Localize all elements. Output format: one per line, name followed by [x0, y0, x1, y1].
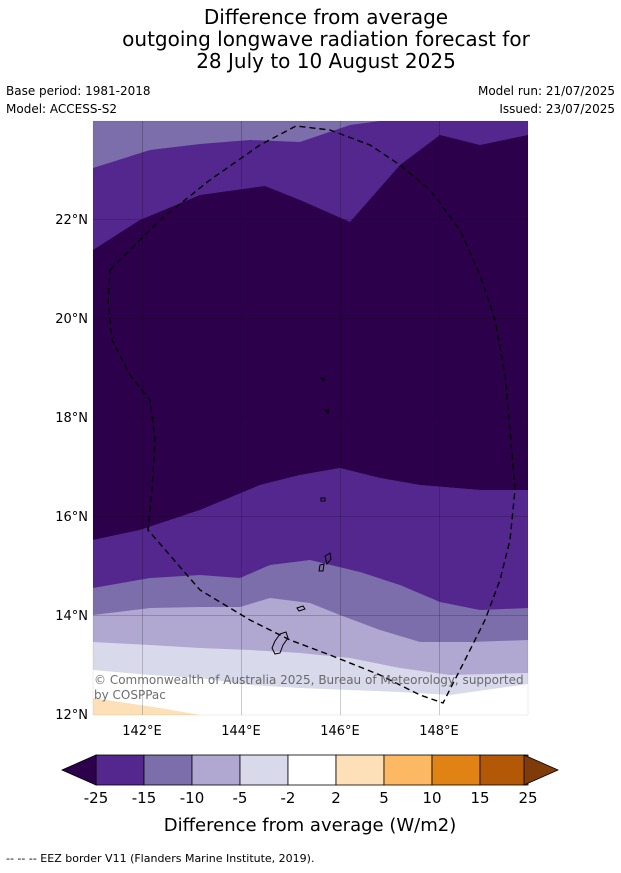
colorbar-extend-high [523, 754, 559, 786]
y-tick-14N: 14°N [55, 609, 88, 624]
colorbar-tick-label: 15 [470, 789, 489, 807]
colorbar-tick-label: 2 [331, 789, 341, 807]
y-tick-20N: 20°N [55, 312, 88, 327]
eez-footnote: -- -- -- EEZ border V11 (Flanders Marine… [6, 852, 315, 865]
colorbar-tick-label: -5 [233, 789, 248, 807]
colorbar-tick-label: -2 [281, 789, 296, 807]
y-tick-22N: 22°N [55, 213, 88, 228]
title-line-1: Difference from average [203, 5, 449, 29]
colorbar-swatch [191, 754, 241, 786]
title-line-2: outgoing longwave radiation forecast for [122, 27, 530, 51]
y-tick-12N: 12°N [55, 708, 88, 723]
chart-title: Difference from average outgoing longwav… [0, 6, 621, 72]
eez-border [107, 125, 516, 704]
band-minus2-to-2 [93, 670, 528, 715]
title-line-3: 28 July to 10 August 2025 [196, 49, 456, 73]
northern-islet-1 [320, 497, 326, 502]
colorbar-swatches [95, 754, 529, 786]
northern-islet-2 [323, 409, 330, 414]
islands [271, 377, 332, 655]
copyright-line-1: © Commonwealth of Australia 2025, Bureau… [94, 673, 524, 687]
map-panel: 142°E 144°E 146°E 148°E 22°N 20°N 18°N 1… [55, 120, 529, 739]
colorbar-swatch [239, 754, 289, 786]
colorbar-swatch [143, 754, 193, 786]
y-axis: 22°N 20°N 18°N 16°N 14°N 12°N [55, 213, 88, 723]
x-tick-142E: 142°E [122, 724, 162, 739]
colorbar-label: Difference from average (W/m2) [164, 815, 456, 836]
colorbar-swatch [335, 754, 385, 786]
colorbar-swatch [431, 754, 481, 786]
base-period: Base period: 1981-2018 [6, 84, 151, 98]
copyright-line-2: by COSPPac [94, 688, 166, 702]
model-name: Model: ACCESS-S2 [6, 102, 118, 116]
model-run: Model run: 21/07/2025 [477, 84, 615, 98]
saipan-island [324, 552, 332, 566]
colorbar-tick-label: -25 [84, 789, 109, 807]
x-tick-144E: 144°E [221, 724, 261, 739]
band-2-to-5 [93, 698, 200, 715]
x-tick-146E: 146°E [320, 724, 360, 739]
colorbar-extend-low [61, 754, 97, 786]
y-tick-18N: 18°N [55, 411, 88, 426]
tinian-island [318, 563, 325, 572]
meta-left: Base period: 1981-2018 Model: ACCESS-S2 [6, 82, 151, 118]
gridlines [93, 121, 528, 715]
rota-island [296, 605, 306, 612]
meta-right: Model run: 21/07/2025 Issued: 23/07/2025 [478, 82, 615, 118]
colorbar-tick-label: -10 [180, 789, 205, 807]
y-tick-16N: 16°N [55, 510, 88, 525]
northern-islet-3 [319, 377, 325, 383]
colorbar-swatch [95, 754, 145, 786]
issued-date: Issued: 23/07/2025 [499, 102, 615, 116]
colorbar-ticks: -25 -15 -10 -5 -2 2 5 10 15 25 [84, 789, 538, 807]
colorbar-swatch [383, 754, 433, 786]
x-tick-148E: 148°E [419, 724, 459, 739]
colorbar-swatch [287, 754, 337, 786]
colorbar-tick-label: 25 [518, 789, 537, 807]
colorbar: -25 -15 -10 -5 -2 2 5 10 15 25 Difference from av… [61, 754, 559, 836]
band-minus25-to-minus15 [93, 135, 528, 540]
colorbar-swatch [479, 754, 529, 786]
x-axis: 142°E 144°E 146°E 148°E [122, 724, 459, 739]
guam-island [271, 631, 289, 655]
colorbar-tick-label: -15 [132, 789, 157, 807]
forecast-field [93, 121, 528, 715]
colorbar-tick-label: 5 [379, 789, 389, 807]
colorbar-tick-label: 10 [422, 789, 441, 807]
